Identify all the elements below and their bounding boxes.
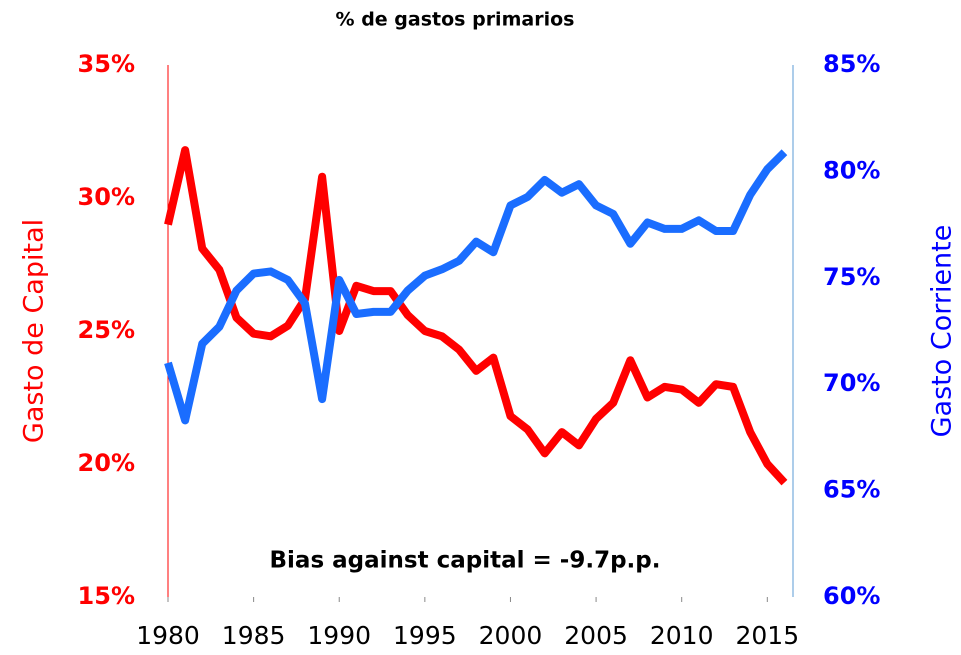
- series-line: [164, 146, 788, 486]
- x-tick-label: 1985: [222, 621, 286, 650]
- x-tick-label: 2010: [650, 621, 714, 650]
- x-tick-label: 2015: [736, 621, 800, 650]
- x-tick-label: 1980: [136, 621, 200, 650]
- y-tick-label: 30%: [78, 183, 135, 211]
- x-tick-label: 1990: [307, 621, 371, 650]
- y2-tick-label: 75%: [823, 263, 880, 291]
- y-tick-label: 35%: [78, 50, 135, 78]
- y2-tick-label: 85%: [823, 50, 880, 78]
- y-tick-label: 20%: [78, 449, 135, 477]
- annotation: Bias against capital = -9.7p.p.: [270, 548, 661, 574]
- y2-tick-label: 70%: [823, 369, 880, 397]
- y-tick-label: 25%: [78, 316, 135, 344]
- y-axis-label: Gasto de Capital: [19, 219, 50, 443]
- y2-tick-label: 60%: [823, 582, 880, 610]
- chart-title: % de gastos primarios: [336, 9, 575, 31]
- y2-axis-label: Gasto Corriente: [927, 225, 958, 438]
- x-tick-label: 1995: [393, 621, 457, 650]
- x-tick-label: 2000: [479, 621, 543, 650]
- y2-tick-label: 80%: [823, 156, 880, 184]
- series-line: [164, 149, 788, 425]
- y2-tick-label: 65%: [823, 476, 880, 504]
- y-tick-label: 15%: [78, 582, 135, 610]
- x-tick-label: 2005: [564, 621, 628, 650]
